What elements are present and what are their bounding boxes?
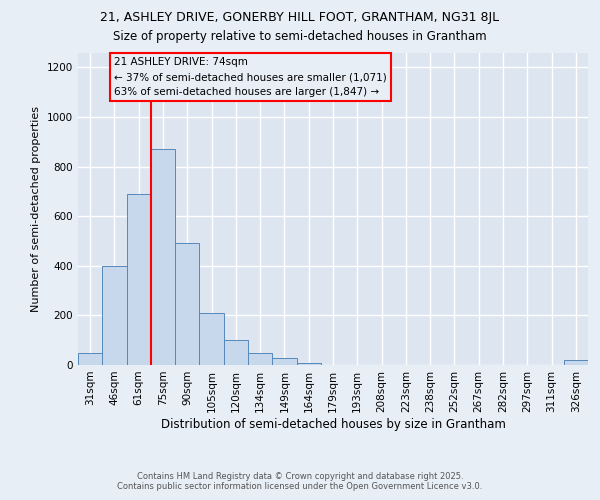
Y-axis label: Number of semi-detached properties: Number of semi-detached properties bbox=[31, 106, 41, 312]
Bar bbox=[151, 149, 175, 365]
Bar bbox=[564, 360, 588, 365]
Bar bbox=[248, 352, 272, 365]
Text: Contains HM Land Registry data © Crown copyright and database right 2025.
Contai: Contains HM Land Registry data © Crown c… bbox=[118, 472, 482, 491]
Bar bbox=[296, 362, 321, 365]
Bar bbox=[78, 352, 102, 365]
X-axis label: Distribution of semi-detached houses by size in Grantham: Distribution of semi-detached houses by … bbox=[161, 418, 505, 430]
Bar bbox=[102, 266, 127, 365]
Bar bbox=[175, 244, 199, 365]
Text: Size of property relative to semi-detached houses in Grantham: Size of property relative to semi-detach… bbox=[113, 30, 487, 43]
Bar bbox=[127, 194, 151, 365]
Bar bbox=[199, 313, 224, 365]
Text: 21, ASHLEY DRIVE, GONERBY HILL FOOT, GRANTHAM, NG31 8JL: 21, ASHLEY DRIVE, GONERBY HILL FOOT, GRA… bbox=[100, 11, 500, 24]
Bar bbox=[224, 340, 248, 365]
Text: 21 ASHLEY DRIVE: 74sqm
← 37% of semi-detached houses are smaller (1,071)
63% of : 21 ASHLEY DRIVE: 74sqm ← 37% of semi-det… bbox=[115, 58, 387, 97]
Bar bbox=[272, 358, 296, 365]
